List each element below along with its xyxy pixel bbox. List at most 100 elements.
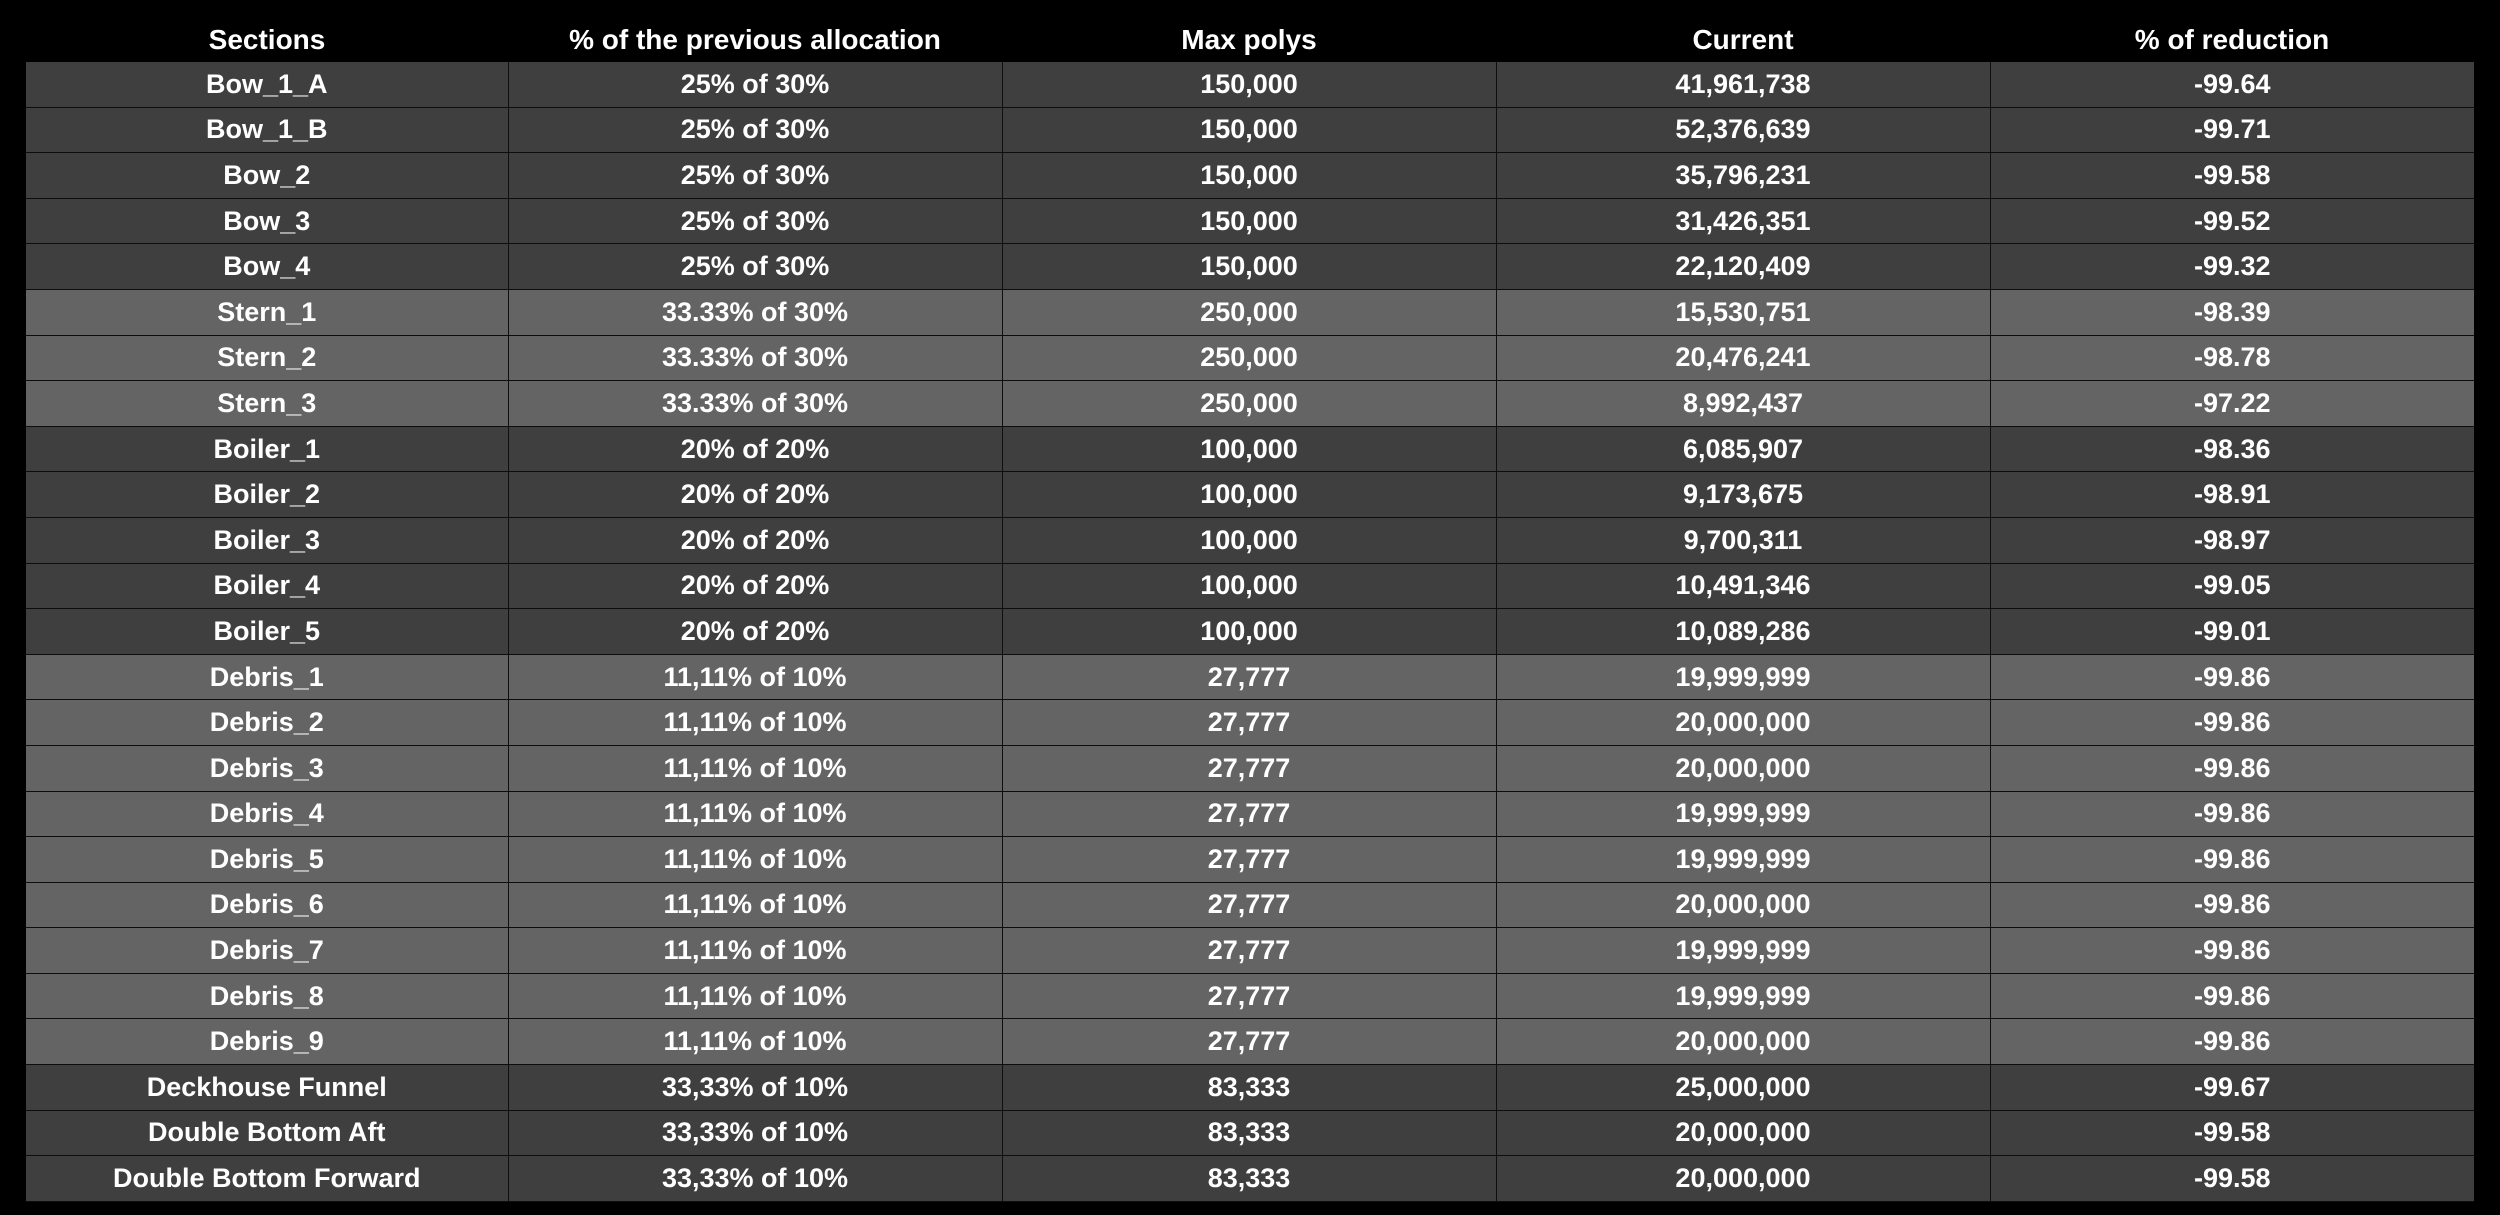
cell-current: 22,120,409: [1495, 243, 1990, 290]
cell-max-polys: 100,000: [1001, 517, 1496, 564]
cell-allocation: 11,11% of 10%: [507, 699, 1002, 746]
cell-max-polys: 150,000: [1001, 152, 1496, 199]
cell-section: Debris_8: [26, 973, 508, 1020]
cell-current: 19,999,999: [1495, 927, 1990, 974]
cell-allocation: 33.33% of 30%: [507, 335, 1002, 382]
cell-section: Debris_4: [26, 791, 508, 838]
cell-max-polys: 27,777: [1001, 654, 1496, 701]
table-row: Debris_7 11,11% of 10% 27,777 19,999,999 -99…: [26, 927, 2474, 974]
column-header-current: Current: [1496, 17, 1990, 62]
cell-max-polys: 250,000: [1001, 380, 1496, 427]
cell-reduction: -99.86: [1989, 791, 2474, 838]
table-row: Stern_3 33.33% of 30% 250,000 8,992,437 -97.…: [26, 380, 2474, 427]
cell-max-polys: 83,333: [1001, 1110, 1496, 1157]
cell-current: 19,999,999: [1495, 791, 1990, 838]
cell-section: Debris_3: [26, 745, 508, 792]
cell-max-polys: 150,000: [1001, 107, 1496, 154]
column-header-sections: Sections: [26, 17, 508, 62]
cell-max-polys: 27,777: [1001, 699, 1496, 746]
table-body: Bow_1_A 25% of 30% 150,000 41,961,738 -99.64…: [26, 62, 2474, 1202]
cell-section: Debris_2: [26, 699, 508, 746]
table-row: Boiler_3 20% of 20% 100,000 9,700,311 -98.97: [26, 517, 2474, 564]
cell-allocation: 11,11% of 10%: [507, 1018, 1002, 1066]
cell-max-polys: 150,000: [1001, 243, 1496, 290]
cell-allocation: 25% of 30%: [507, 107, 1002, 154]
cell-section: Debris_9: [26, 1018, 508, 1066]
cell-current: 52,376,639: [1495, 107, 1990, 154]
cell-allocation: 11,11% of 10%: [507, 836, 1002, 883]
table-row: Boiler_2 20% of 20% 100,000 9,173,675 -98.91: [26, 471, 2474, 518]
cell-current: 10,089,286: [1495, 608, 1990, 655]
cell-section: Bow_1_A: [26, 62, 508, 108]
cell-max-polys: 250,000: [1001, 289, 1496, 336]
table-row: Debris_3 11,11% of 10% 27,777 20,000,000 -99…: [26, 745, 2474, 792]
cell-section: Bow_1_B: [26, 107, 508, 154]
header-row: Sections % of the previous allocation Ma…: [26, 17, 2474, 62]
cell-current: 6,085,907: [1495, 426, 1990, 473]
cell-max-polys: 27,777: [1001, 836, 1496, 883]
table-row: Debris_2 11,11% of 10% 27,777 20,000,000 -99…: [26, 699, 2474, 746]
cell-allocation: 25% of 30%: [507, 152, 1002, 199]
cell-max-polys: 100,000: [1001, 426, 1496, 473]
cell-current: 20,000,000: [1495, 745, 1990, 792]
column-header-max-polys: Max polys: [1002, 17, 1496, 62]
cell-current: 20,000,000: [1495, 882, 1990, 929]
cell-allocation: 20% of 20%: [507, 517, 1002, 564]
cell-allocation: 33,33% of 10%: [507, 1155, 1002, 1202]
table-row: Double Bottom Aft 33,33% of 10% 83,333 20,0…: [26, 1110, 2474, 1157]
cell-allocation: 11,11% of 10%: [507, 654, 1002, 701]
cell-section: Stern_1: [26, 289, 508, 336]
cell-section: Stern_2: [26, 335, 508, 382]
cell-reduction: -99.86: [1989, 654, 2474, 701]
cell-reduction: -98.78: [1989, 335, 2474, 382]
cell-section: Boiler_2: [26, 471, 508, 518]
cell-allocation: 25% of 30%: [507, 198, 1002, 245]
cell-current: 25,000,000: [1495, 1064, 1990, 1111]
table-row: Debris_8 11,11% of 10% 27,777 19,999,999 -99…: [26, 973, 2474, 1020]
cell-current: 20,000,000: [1495, 699, 1990, 746]
cell-allocation: 11,11% of 10%: [507, 791, 1002, 838]
cell-reduction: -98.97: [1989, 517, 2474, 564]
cell-max-polys: 27,777: [1001, 745, 1496, 792]
cell-reduction: -99.86: [1989, 882, 2474, 929]
cell-max-polys: 27,777: [1001, 927, 1496, 974]
cell-allocation: 25% of 30%: [507, 62, 1002, 108]
cell-allocation: 11,11% of 10%: [507, 745, 1002, 792]
cell-max-polys: 27,777: [1001, 791, 1496, 838]
table-row: Bow_4 25% of 30% 150,000 22,120,409 -99.32: [26, 243, 2474, 290]
cell-section: Debris_5: [26, 836, 508, 883]
cell-allocation: 33.33% of 30%: [507, 289, 1002, 336]
table-row: Boiler_1 20% of 20% 100,000 6,085,907 -98.36: [26, 426, 2474, 473]
cell-reduction: -99.86: [1989, 973, 2474, 1020]
cell-max-polys: 27,777: [1001, 1018, 1496, 1066]
cell-current: 20,000,000: [1495, 1155, 1990, 1202]
column-header-allocation: % of the previous allocation: [508, 17, 1002, 62]
table-row: Debris_1 11,11% of 10% 27,777 19,999,999 -99…: [26, 654, 2474, 701]
cell-reduction: -99.86: [1989, 699, 2474, 746]
cell-section: Bow_4: [26, 243, 508, 290]
cell-max-polys: 83,333: [1001, 1155, 1496, 1202]
poly-budget-table: Sections % of the previous allocation Ma…: [26, 17, 2474, 1202]
cell-reduction: -99.67: [1989, 1064, 2474, 1111]
cell-reduction: -98.39: [1989, 289, 2474, 336]
table-row: Bow_1_B 25% of 30% 150,000 52,376,639 -99.71: [26, 107, 2474, 154]
cell-reduction: -99.58: [1989, 152, 2474, 199]
cell-section: Boiler_1: [26, 426, 508, 473]
table-row: Boiler_4 20% of 20% 100,000 10,491,346 -99.0…: [26, 563, 2474, 610]
cell-reduction: -99.58: [1989, 1110, 2474, 1157]
cell-allocation: 20% of 20%: [507, 563, 1002, 610]
cell-allocation: 33.33% of 30%: [507, 380, 1002, 427]
cell-current: 19,999,999: [1495, 836, 1990, 883]
cell-current: 19,999,999: [1495, 973, 1990, 1020]
cell-current: 20,000,000: [1495, 1018, 1990, 1066]
cell-reduction: -99.71: [1989, 107, 2474, 154]
cell-max-polys: 100,000: [1001, 608, 1496, 655]
cell-allocation: 25% of 30%: [507, 243, 1002, 290]
cell-reduction: -99.58: [1989, 1155, 2474, 1202]
cell-reduction: -99.86: [1989, 1018, 2474, 1066]
cell-max-polys: 250,000: [1001, 335, 1496, 382]
cell-current: 15,530,751: [1495, 289, 1990, 336]
cell-reduction: -98.36: [1989, 426, 2474, 473]
cell-allocation: 11,11% of 10%: [507, 973, 1002, 1020]
cell-allocation: 20% of 20%: [507, 471, 1002, 518]
